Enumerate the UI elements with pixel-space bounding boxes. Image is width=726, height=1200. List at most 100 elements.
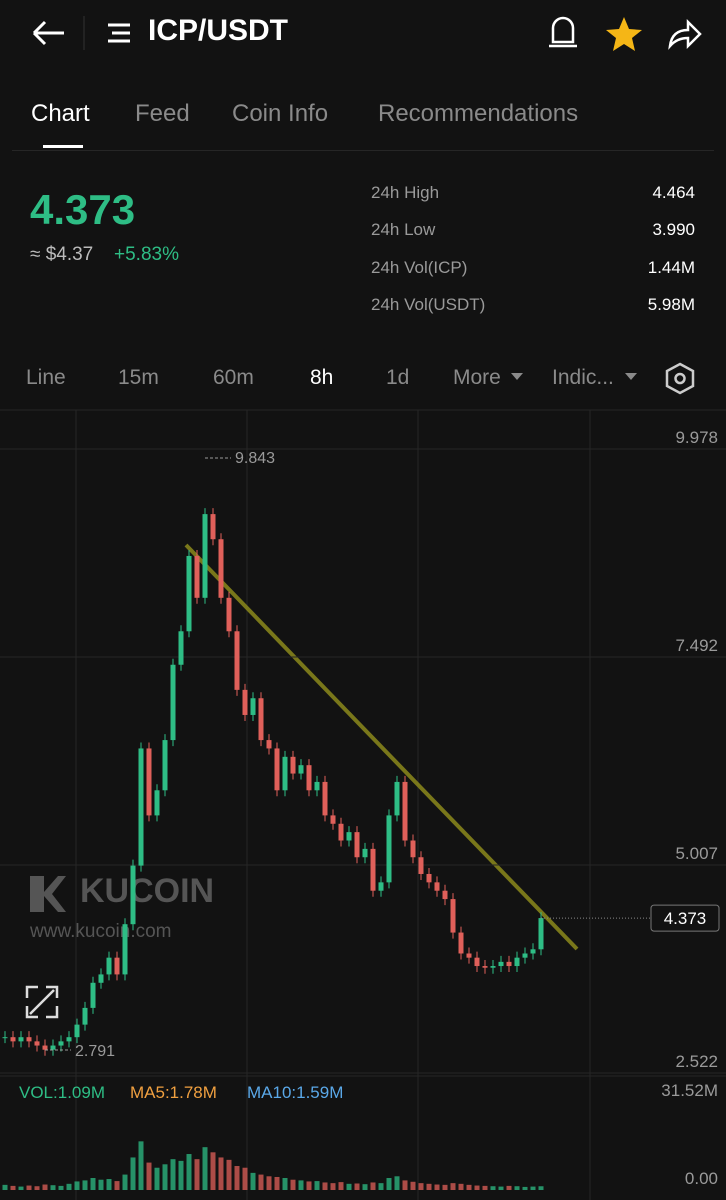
interval[interactable]: Line: [26, 366, 66, 389]
candle: [314, 781, 320, 791]
candle: [106, 957, 112, 975]
candle: [186, 555, 192, 632]
volume-bar: [498, 1186, 504, 1190]
volume-bar: [146, 1162, 152, 1190]
tab[interactable]: Coin Info: [232, 100, 329, 127]
volume-bar: [410, 1181, 416, 1190]
interval[interactable]: 15m: [118, 366, 159, 389]
volume-bar: [90, 1178, 96, 1190]
share-button[interactable]: [668, 18, 702, 50]
candle: [434, 882, 440, 891]
last-price-box: [650, 904, 720, 932]
stat-label: 24h Vol(ICP): [371, 258, 468, 277]
candle: [138, 748, 144, 866]
y-tick-label: 7.492: [675, 636, 718, 655]
candle: [74, 1024, 80, 1038]
volume-bar: [2, 1184, 8, 1190]
volume-bar: [514, 1186, 520, 1190]
candle: [26, 1037, 32, 1042]
volume-bar: [530, 1186, 536, 1190]
volume-legend: MA10:1.59M: [247, 1083, 343, 1102]
candle: [506, 961, 512, 967]
candle: [530, 949, 536, 954]
last-price-label: 4.373: [664, 909, 707, 928]
candle: [298, 765, 304, 774]
candle: [474, 957, 480, 967]
volume-bar: [122, 1174, 128, 1190]
candle: [154, 790, 160, 816]
volume-bar: [402, 1180, 408, 1190]
interval[interactable]: More: [453, 366, 501, 389]
volume-legend: MA5:1.78M: [130, 1083, 217, 1102]
volume-bar: [218, 1157, 224, 1190]
alert-button[interactable]: [549, 16, 577, 48]
candle: [442, 890, 448, 900]
watermark-site: www.kucoin.com: [29, 921, 172, 942]
candle: [202, 514, 208, 598]
favorite-button[interactable]: [606, 17, 642, 51]
tab[interactable]: Recommendations: [378, 100, 579, 127]
volume-bar: [186, 1154, 192, 1190]
volume-bar: [490, 1186, 496, 1190]
volume-bar: [178, 1160, 184, 1190]
volume-bar: [538, 1186, 544, 1190]
candle: [410, 840, 416, 858]
stat-value: 3.990: [652, 220, 695, 239]
candle: [2, 1037, 8, 1039]
candle: [10, 1037, 16, 1042]
tab-indicator: [43, 145, 83, 148]
tab[interactable]: Feed: [135, 100, 190, 127]
volume-bar: [202, 1147, 208, 1190]
candle: [34, 1041, 40, 1046]
interval[interactable]: 8h: [310, 366, 334, 389]
interval[interactable]: 60m: [213, 366, 254, 389]
volume-bar: [506, 1185, 512, 1190]
candle: [82, 1007, 88, 1025]
interval[interactable]: Indic...: [552, 366, 614, 389]
candle: [458, 932, 464, 954]
volume-bar: [274, 1176, 280, 1190]
volume-bar: [154, 1167, 160, 1190]
y-tick-label: 2.522: [675, 1052, 718, 1071]
volume-bar: [82, 1180, 88, 1190]
candle: [242, 689, 248, 715]
volume-bar: [170, 1159, 176, 1190]
volume-bar: [98, 1179, 104, 1190]
candle: [498, 961, 504, 967]
price-change: +5.83%: [114, 244, 179, 265]
candle: [66, 1037, 72, 1042]
candle: [194, 555, 200, 598]
high-label: 9.843: [235, 450, 275, 467]
y-tick-label: 31.52M: [661, 1081, 718, 1100]
volume-bar: [210, 1152, 216, 1190]
candle: [226, 597, 232, 632]
volume-bar: [354, 1183, 360, 1190]
expand-button[interactable]: [25, 985, 59, 1019]
candle: [170, 664, 176, 741]
interval[interactable]: 1d: [386, 366, 410, 389]
volume-bar: [266, 1176, 272, 1190]
settings-button[interactable]: [665, 362, 695, 395]
volume-bar: [346, 1183, 352, 1190]
stat-label: 24h High: [371, 183, 440, 202]
trend-line: [184, 543, 579, 951]
candle: [234, 631, 240, 690]
volume-bar: [522, 1186, 528, 1190]
volume-bar: [50, 1185, 56, 1190]
candle: [330, 815, 336, 824]
volume-bar: [282, 1178, 288, 1190]
volume-bar: [474, 1185, 480, 1190]
usd-price: ≈ $4.37: [30, 244, 94, 265]
volume-legend: VOL:1.09M: [19, 1083, 105, 1102]
menu-button[interactable]: [108, 23, 130, 43]
stat-value: 5.98M: [647, 295, 695, 314]
volume-bar: [442, 1184, 448, 1190]
back-button[interactable]: [32, 20, 64, 46]
volume-bar: [42, 1184, 48, 1190]
stat-value: 4.464: [652, 183, 695, 202]
tab[interactable]: Chart: [31, 100, 90, 127]
volume-bar: [162, 1164, 168, 1190]
